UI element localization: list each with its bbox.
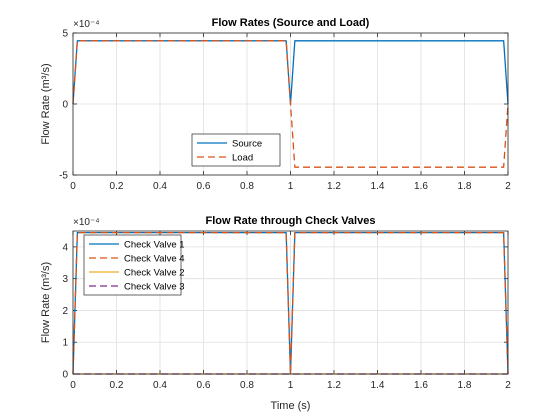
legend-box (191, 133, 281, 167)
x-tick-label: 0.4 (153, 181, 167, 192)
axes-2: 0 0.2 0.4 0.6 0.8 1 1.2 1.4 1.6 1.8 2 0 1 2 3 4 ×10⁻⁴ Flo… (40, 215, 511, 412)
x-tick-label: 2 (505, 181, 511, 192)
x-tick-label: 1.8 (458, 181, 472, 192)
legend-box (83, 234, 182, 296)
x-tick-label: 1.6 (414, 380, 428, 391)
axes-1: 0 0.2 0.4 0.6 0.8 1 1.2 1.4 1.6 1.8 2-505×10⁻⁴ Flow… (40, 17, 511, 192)
x-tick-label: 0.2 (110, 380, 124, 391)
legend-label: Check Valve 3 (124, 281, 185, 292)
x-tick-label: 1.6 (414, 181, 428, 192)
x-tick-label: 0 (70, 380, 76, 391)
axes-box (72, 230, 509, 375)
x-tick-label: 0.2 (110, 181, 124, 192)
chart-title: Flow Rate through Check Valves (206, 215, 376, 227)
x-tick-label: 1.2 (327, 380, 341, 391)
legend-label: Check Valve 2 (124, 267, 185, 278)
x-tick-label: 1 (288, 181, 294, 192)
y-axis-label: Flow Rate (m³/s) (40, 63, 52, 144)
x-tick-label: 0.6 (197, 380, 211, 391)
legend-label: Check Valve 4 (124, 253, 185, 264)
x-tick-label: 1.8 (458, 380, 472, 391)
y-tick-label: -5 (59, 171, 68, 182)
y-exponent-label: ×10⁻⁴ (73, 19, 100, 30)
y-tick-label: 4 (62, 242, 68, 253)
axes-box (72, 32, 509, 176)
x-tick-label: 0 (70, 181, 76, 192)
y-tick-label: 0 (62, 100, 68, 111)
series-line-check-valve-4 (72, 231, 509, 375)
chart-title: Flow Rates (Source and Load) (212, 17, 370, 29)
legend: Source Load (191, 133, 281, 167)
x-tick-label: 0.8 (240, 181, 254, 192)
y-tick-label: 1 (62, 338, 68, 349)
y-tick-label: 5 (62, 29, 68, 40)
y-axis-label: Flow Rate (m³/s) (40, 262, 52, 343)
y-tick-label: 0 (62, 370, 68, 381)
x-tick-label: 1.2 (327, 181, 341, 192)
x-tick-label: 1.4 (371, 380, 385, 391)
series-line-load (72, 40, 509, 168)
y-tick-label: 2 (62, 306, 68, 317)
x-axis-label: Time (s) (271, 400, 311, 412)
x-tick-label: 0.4 (153, 380, 167, 391)
legend-label: Load (232, 152, 253, 163)
legend: Check Valve 1 Check Valve 4 Check Valve 2 C… (83, 234, 185, 296)
x-tick-label: 0.6 (197, 181, 211, 192)
y-tick-label: 3 (62, 274, 68, 285)
x-tick-label: 1 (288, 380, 294, 391)
legend-label: Check Valve 1 (124, 239, 185, 250)
x-tick-label: 1.4 (371, 181, 385, 192)
y-exponent-label: ×10⁻⁴ (73, 217, 100, 228)
legend-label: Source (232, 138, 262, 149)
x-tick-label: 0.8 (240, 380, 254, 391)
x-tick-label: 2 (505, 380, 511, 391)
